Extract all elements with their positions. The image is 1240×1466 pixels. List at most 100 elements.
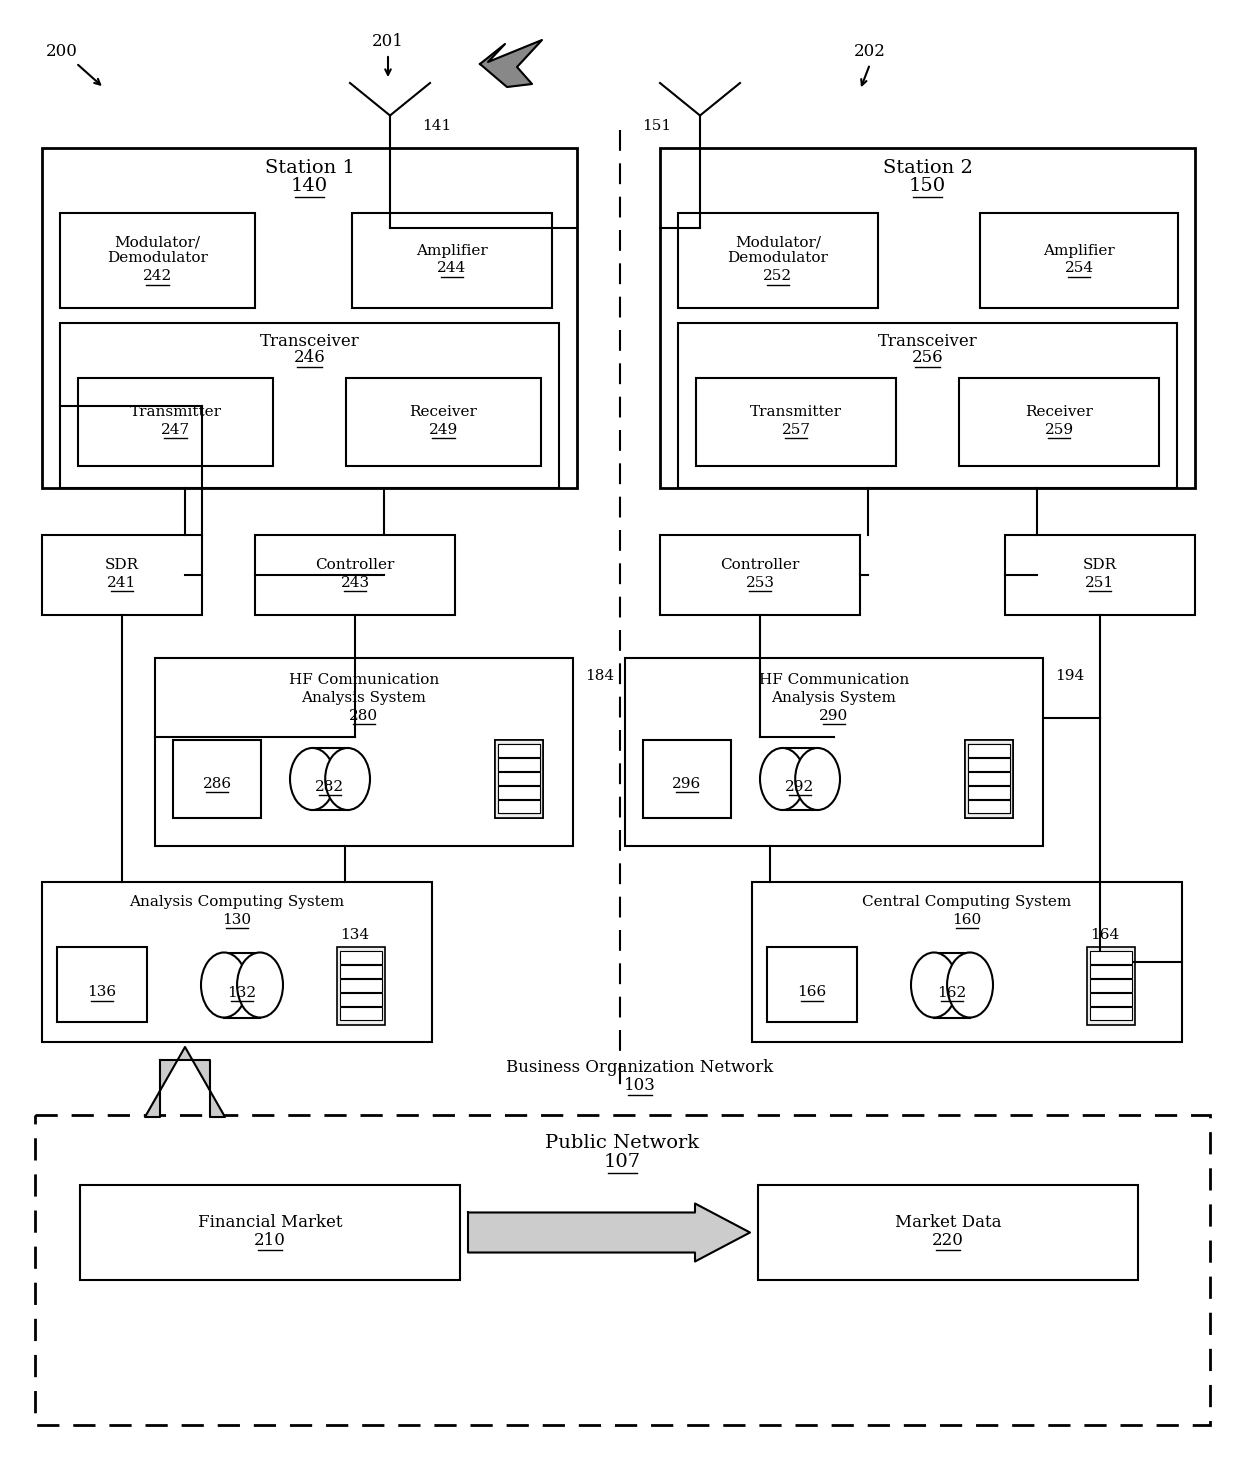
Text: 136: 136 [88, 985, 117, 1000]
Text: Amplifier: Amplifier [1043, 243, 1115, 258]
Bar [980, 213, 1178, 308]
Bar [660, 148, 1195, 488]
Text: 244: 244 [438, 261, 466, 276]
Text: 200: 200 [46, 44, 78, 60]
Bar [57, 947, 148, 1022]
Text: 134: 134 [340, 928, 370, 943]
Text: Demodulator: Demodulator [728, 252, 828, 265]
Text: 252: 252 [764, 270, 792, 283]
Bar [224, 953, 260, 1017]
Bar [1087, 947, 1135, 1025]
Text: 150: 150 [909, 177, 946, 195]
Polygon shape [145, 1047, 224, 1117]
Text: HF Communication: HF Communication [289, 673, 439, 688]
Bar [495, 740, 543, 818]
Bar [81, 1185, 460, 1280]
Text: 241: 241 [108, 576, 136, 589]
Bar [1090, 992, 1132, 1006]
Bar [968, 758, 1011, 771]
Bar [1090, 951, 1132, 963]
Ellipse shape [290, 748, 335, 811]
Bar [968, 773, 1011, 784]
Bar [42, 883, 432, 1042]
Bar [340, 979, 382, 991]
Bar [968, 800, 1011, 812]
Bar [1004, 535, 1195, 616]
Bar [155, 658, 573, 846]
Bar [340, 992, 382, 1006]
Bar [1090, 1007, 1132, 1019]
Text: Business Organization Network: Business Organization Network [506, 1060, 774, 1076]
Text: 141: 141 [422, 119, 451, 133]
Text: Controller: Controller [315, 559, 394, 572]
Bar [965, 740, 1013, 818]
Bar [35, 1116, 1210, 1425]
Bar [1090, 965, 1132, 978]
Text: 103: 103 [624, 1078, 656, 1095]
Bar [968, 786, 1011, 799]
Text: Analysis Computing System: Analysis Computing System [129, 896, 345, 909]
Bar [174, 740, 260, 818]
Bar [644, 740, 732, 818]
Bar [60, 323, 559, 488]
Bar [498, 773, 539, 784]
Bar [968, 786, 1011, 799]
Text: Demodulator: Demodulator [107, 252, 208, 265]
Text: Transmitter: Transmitter [750, 405, 842, 419]
Text: SDR: SDR [1083, 559, 1117, 572]
Bar [352, 213, 552, 308]
Bar [498, 745, 539, 756]
Text: Controller: Controller [720, 559, 800, 572]
Text: Modulator/: Modulator/ [114, 236, 201, 249]
Text: 243: 243 [341, 576, 370, 589]
Bar [498, 745, 539, 756]
Ellipse shape [201, 953, 247, 1017]
Text: 286: 286 [202, 777, 232, 792]
Bar [498, 786, 539, 799]
Text: 246: 246 [294, 349, 325, 366]
Text: 210: 210 [254, 1231, 286, 1249]
Text: 164: 164 [1090, 928, 1120, 943]
Text: 184: 184 [585, 668, 614, 683]
Text: 256: 256 [911, 349, 944, 366]
Bar [758, 1185, 1138, 1280]
Text: Receiver: Receiver [1025, 405, 1092, 419]
Text: 282: 282 [315, 780, 345, 795]
Text: 201: 201 [372, 34, 404, 50]
Text: 251: 251 [1085, 576, 1115, 589]
Bar [60, 213, 255, 308]
Text: 290: 290 [820, 710, 848, 723]
Bar [340, 965, 382, 978]
Bar [959, 378, 1159, 466]
Text: 249: 249 [429, 424, 458, 437]
Text: Station 1: Station 1 [264, 158, 355, 177]
Bar [340, 951, 382, 963]
Text: 194: 194 [1055, 668, 1084, 683]
Text: 253: 253 [745, 576, 775, 589]
Text: Transmitter: Transmitter [129, 405, 222, 419]
Bar [498, 773, 539, 784]
Text: Market Data: Market Data [895, 1214, 1001, 1231]
Text: SDR: SDR [105, 559, 139, 572]
Ellipse shape [760, 748, 805, 811]
Text: 130: 130 [222, 913, 252, 927]
Text: 132: 132 [227, 987, 257, 1000]
Text: Analysis System: Analysis System [771, 690, 897, 705]
Bar [498, 758, 539, 771]
Text: 257: 257 [781, 424, 811, 437]
Text: Transceiver: Transceiver [878, 333, 977, 349]
Text: 151: 151 [642, 119, 671, 133]
Text: Public Network: Public Network [546, 1135, 699, 1152]
Bar [78, 378, 273, 466]
Bar [768, 947, 857, 1022]
Polygon shape [480, 40, 542, 86]
Bar [498, 800, 539, 812]
Text: 259: 259 [1044, 424, 1074, 437]
Ellipse shape [325, 748, 370, 811]
Text: 242: 242 [143, 270, 172, 283]
Text: Central Computing System: Central Computing System [862, 896, 1071, 909]
Text: 202: 202 [854, 44, 885, 60]
Bar [968, 745, 1011, 756]
Text: Analysis System: Analysis System [301, 690, 427, 705]
Text: Modulator/: Modulator/ [735, 236, 821, 249]
